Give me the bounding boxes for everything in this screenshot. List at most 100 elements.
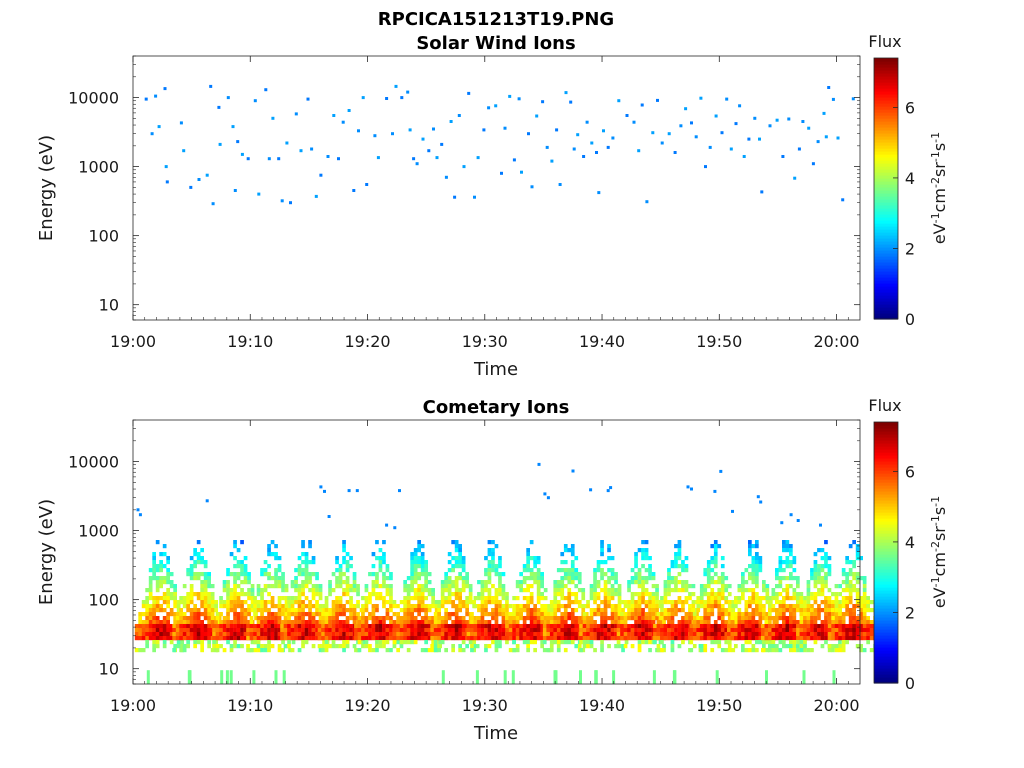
heatmap-cell — [498, 632, 502, 637]
heatmap-cell — [440, 596, 445, 601]
heatmap-cell — [385, 584, 390, 589]
heatmap-cell — [586, 644, 590, 649]
heatmap-cell — [342, 628, 346, 633]
heatmap-cell — [396, 616, 400, 621]
heatmap-cell — [755, 624, 759, 629]
heatmap-cell — [294, 636, 298, 641]
heatmap-cell — [410, 628, 414, 633]
data-point — [482, 128, 486, 132]
heatmap-cell — [796, 636, 800, 641]
heatmap-cell — [724, 584, 729, 589]
heatmap-cell — [494, 592, 499, 597]
heatmap-cell — [420, 628, 425, 633]
heatmap-cell — [338, 636, 343, 641]
heatmap-cell — [834, 592, 839, 597]
heatmap-cell — [607, 636, 611, 641]
heatmap-cell — [651, 576, 656, 581]
heatmap-cell — [508, 632, 513, 637]
heatmap-cell — [637, 616, 642, 621]
heatmap-cell — [744, 588, 749, 593]
heatmap-cell — [253, 640, 257, 645]
heatmap-cell — [389, 596, 393, 601]
heatmap-cell — [827, 612, 832, 617]
heatmap-cell — [667, 600, 671, 605]
heatmap-cell — [782, 588, 786, 593]
heatmap-cell — [311, 624, 316, 629]
heatmap-cell — [505, 628, 509, 633]
heatmap-cell — [444, 624, 448, 629]
heatmap-cell — [703, 648, 708, 653]
heatmap-cell — [785, 632, 790, 637]
heatmap-cell — [399, 608, 404, 613]
colorbar-swatch — [874, 91, 898, 95]
heatmap-cell — [274, 670, 278, 685]
heatmap-cell — [451, 584, 455, 589]
heatmap-cell — [540, 644, 544, 649]
heatmap-cell — [813, 608, 818, 613]
heatmap-cell — [477, 608, 481, 613]
heatmap-cell — [222, 616, 227, 621]
heatmap-cell — [577, 644, 582, 649]
heatmap-cell — [243, 632, 248, 637]
heatmap-cell — [196, 552, 201, 557]
heatmap-cell — [529, 620, 534, 625]
heatmap-cell — [465, 572, 469, 577]
heatmap-cell — [648, 568, 652, 573]
heatmap-cell — [563, 604, 568, 609]
heatmap-cell — [454, 636, 459, 641]
heatmap-cell — [617, 596, 622, 601]
heatmap-cell — [653, 636, 657, 641]
colorbar-swatch — [874, 665, 898, 669]
heatmap-cell — [189, 612, 194, 617]
heatmap-cell — [859, 604, 863, 609]
heatmap-cell — [862, 592, 867, 597]
heatmap-cell — [710, 576, 715, 581]
colorbar-swatch — [874, 181, 898, 185]
colorbar-swatch — [874, 542, 898, 546]
heatmap-cell — [655, 588, 659, 593]
heatmap-cell — [827, 608, 832, 613]
heatmap-cell — [342, 620, 346, 625]
heatmap-cell — [193, 576, 197, 581]
data-point — [240, 152, 244, 156]
heatmap-cell — [536, 568, 541, 573]
heatmap-cell — [644, 624, 649, 629]
colorbar-swatch — [874, 130, 898, 134]
heatmap-cell — [410, 588, 414, 593]
heatmap-cell — [600, 644, 604, 649]
heatmap-cell — [345, 552, 350, 557]
heatmap-cell — [256, 604, 261, 609]
heatmap-cell — [574, 636, 579, 641]
heatmap-cell — [155, 540, 160, 545]
heatmap-cell — [179, 620, 183, 625]
heatmap-cell — [699, 632, 704, 637]
heatmap-cell — [768, 616, 772, 621]
heatmap-cell — [475, 670, 479, 685]
heatmap-cell — [859, 600, 863, 605]
heatmap-cell — [311, 616, 316, 621]
heatmap-cell — [848, 544, 853, 549]
heatmap-cell — [817, 608, 821, 613]
colorbar-swatch — [874, 142, 898, 146]
heatmap-cell — [182, 600, 187, 605]
heatmap-cell — [417, 564, 421, 569]
heatmap-cell — [152, 620, 156, 625]
data-point — [391, 132, 394, 136]
heatmap-cell — [845, 604, 849, 609]
heatmap-cell — [338, 572, 343, 577]
heatmap-cell — [681, 628, 685, 633]
heatmap-cell — [533, 608, 537, 613]
heatmap-cell — [406, 636, 411, 641]
heatmap-cell — [751, 592, 756, 597]
colorbar-swatch — [874, 425, 898, 429]
heatmap-cell — [403, 620, 407, 625]
heatmap-cell — [691, 600, 696, 605]
heatmap-cell — [674, 636, 678, 641]
heatmap-cell — [399, 628, 404, 633]
heatmap-cell — [335, 624, 339, 629]
heatmap-cell — [612, 670, 616, 685]
heatmap-cell — [717, 604, 722, 609]
heatmap-cell — [200, 628, 204, 633]
heatmap-cell — [465, 620, 469, 625]
data-point — [742, 155, 746, 158]
